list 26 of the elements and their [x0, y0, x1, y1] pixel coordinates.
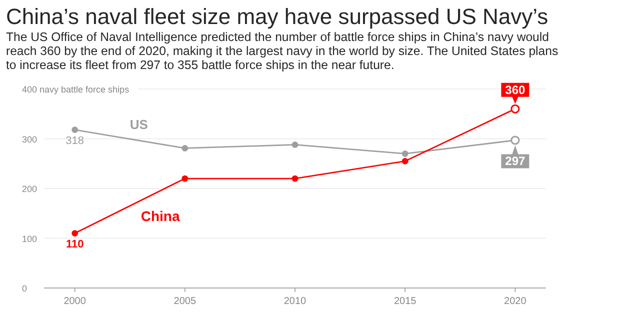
- series-label: US: [130, 116, 148, 132]
- point: [182, 175, 188, 182]
- y-tick-label: 300: [22, 134, 38, 144]
- data-label: 360: [505, 82, 526, 97]
- point: [292, 175, 298, 182]
- x-tick-label: 2005: [174, 296, 196, 307]
- point: [402, 150, 408, 157]
- data-label: 297: [505, 154, 526, 168]
- x-tick-label: 2015: [394, 296, 417, 307]
- x-tick-label: 2010: [284, 296, 307, 307]
- chart-title: China’s naval fleet size may have surpassed US Navy’s: [6, 4, 548, 29]
- x-tick-label: 2020: [504, 296, 527, 307]
- point: [402, 158, 408, 164]
- y-tick-label: 0: [22, 284, 28, 294]
- point: [72, 126, 78, 133]
- point: [292, 142, 298, 148]
- series-label: China: [140, 208, 180, 224]
- y-tick-label: 400 navy battle force ships: [22, 84, 130, 94]
- y-tick-label: 100: [22, 234, 38, 244]
- data-label: 318: [66, 134, 84, 147]
- x-tick-label: 2000: [64, 296, 86, 307]
- point: [72, 230, 78, 236]
- chart-subtitle: The US Office of Naval Intelligence predicted the number of battle force ships in China’s navy would reach 360 by the end of 2020, making it the largest navy in the world by size. The United States plans to increase its fleet from 297 to 355 battle force ships in the near future.: [6, 30, 558, 72]
- data-label: 110: [66, 238, 84, 250]
- y-tick-label: 200: [22, 184, 38, 194]
- point: [182, 145, 188, 152]
